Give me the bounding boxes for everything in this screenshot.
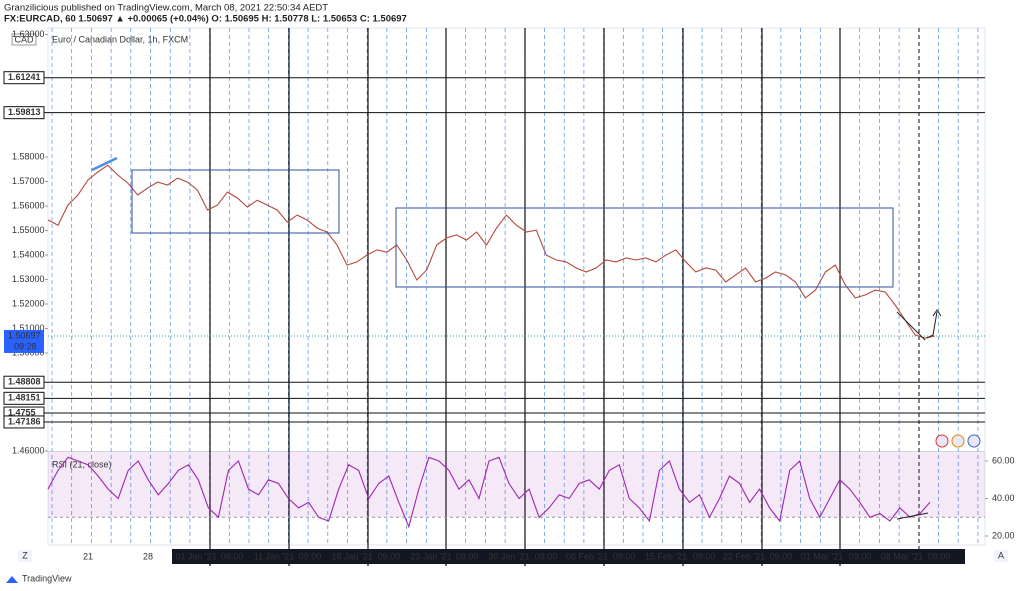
x-tick-label: 06:00: [221, 551, 244, 561]
time-label-box: [878, 549, 965, 564]
time-label-box: [563, 549, 650, 564]
x-tick-label: 09:00: [693, 551, 716, 561]
hline-label: 1.48808: [8, 377, 41, 387]
zoom-label: Z: [22, 550, 28, 560]
hline-label-box: [3, 391, 45, 405]
x-tick-label: 09:00: [928, 551, 951, 561]
hline-label: 1.59813: [8, 107, 41, 117]
arrow: [926, 311, 938, 339]
time-label-box: [720, 549, 807, 564]
time-label-box: [172, 549, 259, 564]
y-tick-label: 40.00: [992, 493, 1015, 503]
brand[interactable]: TradingView: [22, 573, 72, 583]
symbol-line: FX:EURCAD, 60 1.50697 ▲ +0.00065 (+0.04%…: [4, 14, 407, 25]
last-price-label: 1.50697: [8, 330, 41, 340]
trend-line: [896, 311, 926, 341]
time-label-box: [250, 549, 337, 564]
y-tick-label: 1.51000: [12, 323, 45, 333]
x-tick-label: 18 Jan '21: [331, 551, 372, 561]
x-tick-label: 01 Jan '21: [175, 551, 216, 561]
last-price-box: [4, 329, 44, 353]
range-box: [131, 169, 340, 234]
hline-label-box: [3, 375, 45, 389]
y-tick-label: 1.46000: [12, 445, 45, 455]
publisher-line: Granzilicious published on TradingView.c…: [4, 3, 328, 14]
x-tick-label: 08:00: [456, 551, 479, 561]
indicator-icon: [951, 434, 965, 448]
time-label-box: [485, 549, 572, 564]
y-tick-label: 1.56000: [12, 200, 45, 210]
y-tick-label: 1.63000: [12, 29, 45, 39]
x-tick-label: 09:00: [613, 551, 636, 561]
series-line: [47, 164, 936, 339]
y-tick-label: 1.58000: [12, 151, 45, 161]
time-label-box: [328, 549, 415, 564]
time-label-box: [407, 549, 494, 564]
auto-label: A: [998, 550, 1004, 560]
x-tick-label: 28: [143, 551, 153, 561]
drawings: [91, 156, 981, 520]
y-tick-label: 1.53000: [12, 274, 45, 284]
y-tick-label: 1.55000: [12, 225, 45, 235]
indicator-icon: [967, 434, 981, 448]
y-tick-label: 20.00: [992, 530, 1015, 540]
hline-label: 1.61241: [8, 72, 41, 82]
y-tick-label: 60.00: [992, 455, 1015, 465]
x-tick-label: 08 Mar '21: [881, 551, 923, 561]
trend-line: [896, 512, 929, 520]
countdown: 09:28: [14, 341, 37, 351]
x-tick-label: 09:00: [770, 551, 793, 561]
x-tick-label: 15 Feb '21: [645, 551, 687, 561]
zoom-button[interactable]: [18, 550, 32, 562]
hline-label-box: [3, 415, 45, 429]
arrow-head: [932, 309, 942, 317]
hline-label: 1.47186: [8, 416, 41, 426]
x-tick-label: 30 Jan '21: [488, 551, 529, 561]
x-tick-label: 11 Jan '21: [254, 551, 295, 561]
x-tick-label: 22 Feb '21: [723, 551, 765, 561]
time-label-box: [642, 549, 729, 564]
trend-line: [91, 156, 118, 172]
y-tick-label: 1.52000: [12, 298, 45, 308]
currency: CAD: [14, 34, 34, 44]
x-tick-label: 09:00: [849, 551, 872, 561]
x-tick-label: 01 Mar '21: [801, 551, 843, 561]
x-tick-label: 08:00: [535, 551, 558, 561]
brand-logo: [6, 576, 18, 583]
hline-label: 1.48151: [8, 393, 41, 403]
time-label-box: [798, 549, 885, 564]
x-tick-label: 09:00: [299, 551, 322, 561]
auto-button[interactable]: [994, 550, 1008, 562]
y-tick-label: 1.54000: [12, 249, 45, 259]
hline-label-box: [3, 71, 45, 85]
currency-box: [11, 33, 37, 46]
x-tick-label: 23 Jan '21: [410, 551, 451, 561]
chart-title: Euro / Canadian Dollar, 1h, FXCM: [52, 34, 188, 44]
series-line: [47, 456, 931, 529]
indicator-icon: [935, 434, 949, 448]
hline-label-box: [3, 106, 45, 120]
rsi-title: RSI (21, close): [52, 459, 112, 469]
x-tick-label: 21: [83, 551, 93, 561]
pane-border: [47, 27, 986, 546]
x-tick-label: 09:00: [378, 551, 401, 561]
hline-label: 1.4755: [8, 407, 36, 417]
x-tick-label: 08 Feb '21: [566, 551, 608, 561]
y-tick-label: 1.57000: [12, 176, 45, 186]
rsi-band: [48, 452, 985, 518]
range-box: [395, 207, 894, 288]
